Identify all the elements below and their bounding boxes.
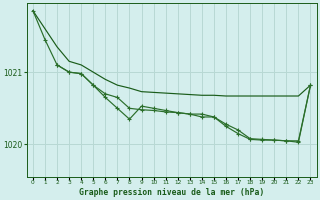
X-axis label: Graphe pression niveau de la mer (hPa): Graphe pression niveau de la mer (hPa) bbox=[79, 188, 264, 197]
